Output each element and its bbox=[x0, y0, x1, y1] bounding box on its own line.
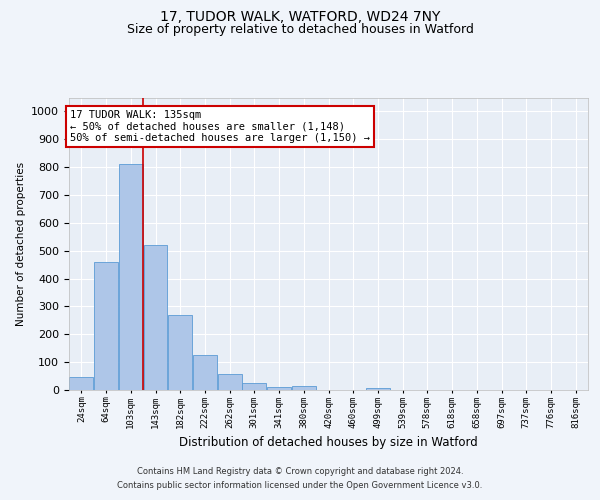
Text: 17, TUDOR WALK, WATFORD, WD24 7NY: 17, TUDOR WALK, WATFORD, WD24 7NY bbox=[160, 10, 440, 24]
Bar bbox=[119, 164, 143, 390]
Bar bbox=[267, 386, 291, 390]
Y-axis label: Number of detached properties: Number of detached properties bbox=[16, 162, 26, 326]
Bar bbox=[242, 383, 266, 390]
Text: Contains HM Land Registry data © Crown copyright and database right 2024.: Contains HM Land Registry data © Crown c… bbox=[137, 467, 463, 476]
Bar bbox=[193, 355, 217, 390]
Bar bbox=[218, 374, 242, 390]
Bar bbox=[292, 386, 316, 390]
Text: Contains public sector information licensed under the Open Government Licence v3: Contains public sector information licen… bbox=[118, 481, 482, 490]
Bar bbox=[168, 315, 192, 390]
Bar bbox=[70, 378, 94, 390]
X-axis label: Distribution of detached houses by size in Watford: Distribution of detached houses by size … bbox=[179, 436, 478, 449]
Text: 17 TUDOR WALK: 135sqm
← 50% of detached houses are smaller (1,148)
50% of semi-d: 17 TUDOR WALK: 135sqm ← 50% of detached … bbox=[70, 110, 370, 143]
Bar bbox=[94, 262, 118, 390]
Text: Size of property relative to detached houses in Watford: Size of property relative to detached ho… bbox=[127, 22, 473, 36]
Bar bbox=[366, 388, 390, 390]
Bar bbox=[143, 245, 167, 390]
